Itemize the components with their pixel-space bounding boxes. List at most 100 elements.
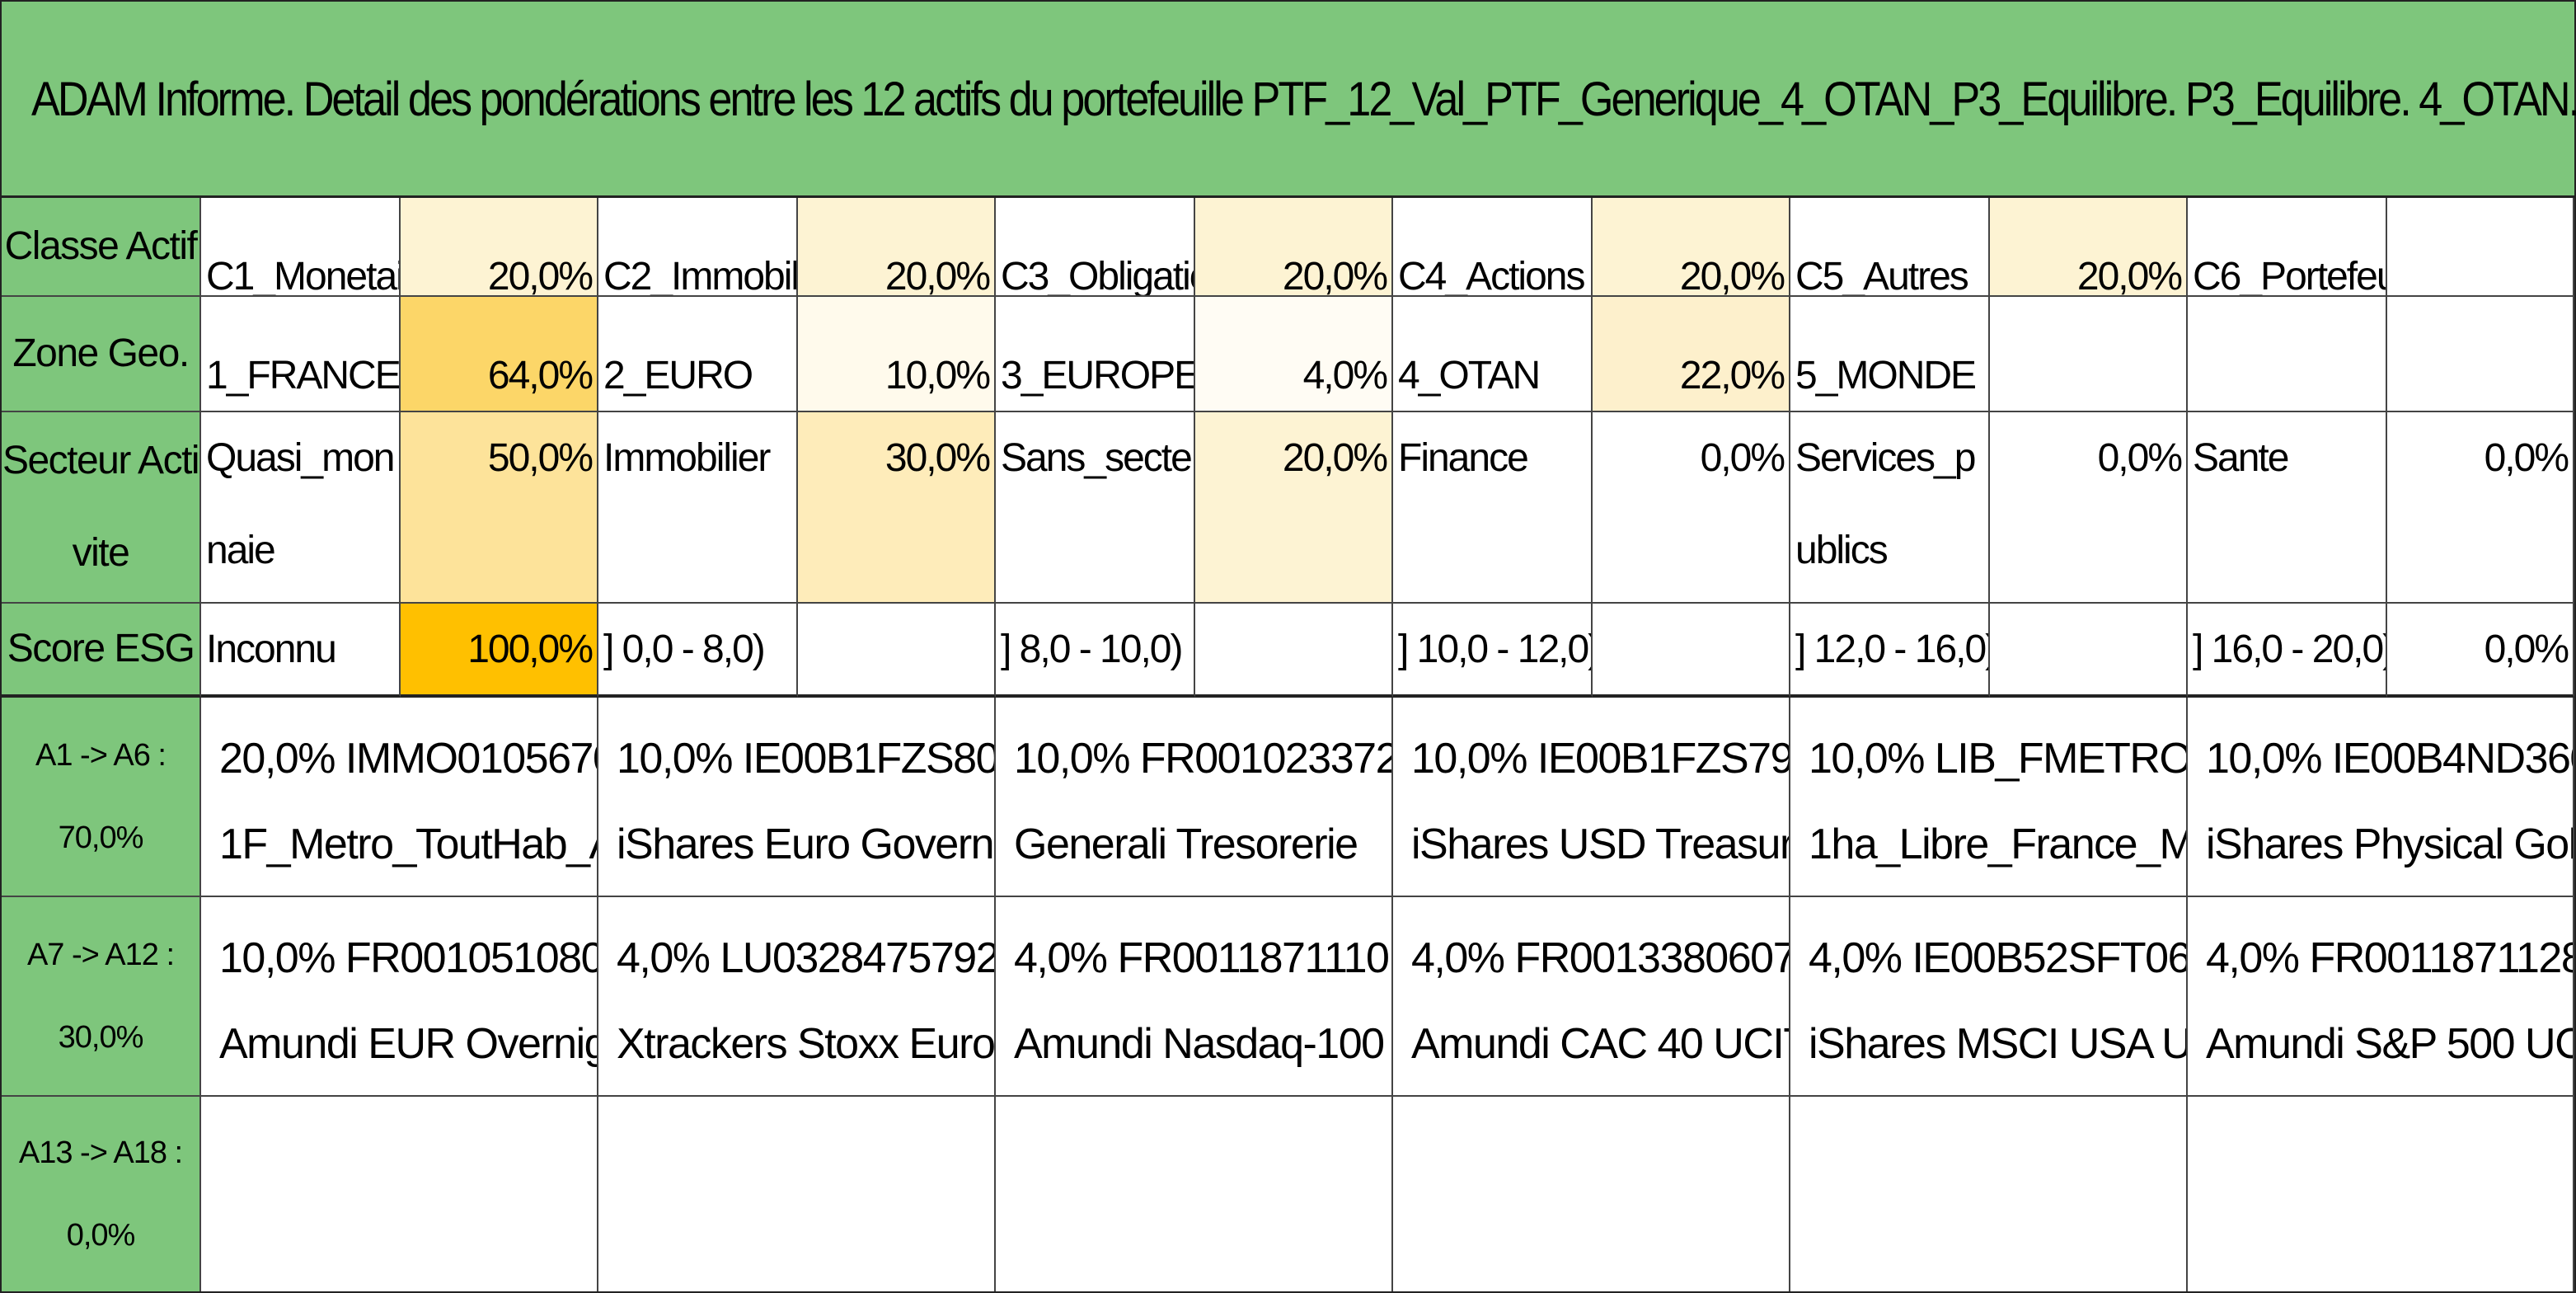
- asset-cell: [598, 1097, 996, 1291]
- asset-cell: [1790, 1097, 2188, 1291]
- asset-cell: 4,0% FR0011871110 Amundi Nasdaq-100 UC: [996, 897, 1393, 1097]
- asset-cell: 10,0% FR0010233726 Generali Tresorerie: [996, 698, 1393, 897]
- cell-value: [798, 604, 996, 698]
- asset-cell: [201, 1097, 598, 1291]
- cell-label: 2_EURO: [598, 297, 798, 412]
- cell-label: 5_MONDE: [1790, 297, 1990, 412]
- asset-name: iShares USD Treasury: [1411, 820, 1790, 868]
- asset-name: Amundi CAC 40 UCITS: [1411, 1020, 1789, 1068]
- asset-weight-isin: 10,0% FR0010510800: [219, 934, 598, 982]
- asset-weight-isin: 4,0% IE00B52SFT06: [1809, 934, 2188, 982]
- cell-value: [1195, 604, 1393, 698]
- asset-group-weight: 70,0%: [58, 820, 144, 855]
- cell-label: C4_Actions: [1393, 198, 1593, 297]
- asset-name: Amundi EUR Overnight: [219, 1020, 598, 1068]
- cell-value: 20,0%: [401, 198, 598, 297]
- cell-value: 50,0%: [401, 412, 598, 604]
- cell-value: 20,0%: [1195, 198, 1393, 297]
- cell-value: [1593, 604, 1790, 698]
- cell-value: 30,0%: [798, 412, 996, 604]
- asset-weight-isin: 4,0% FR0011871128: [2206, 934, 2574, 982]
- cell-label: Immobilier: [598, 412, 798, 604]
- asset-group-range: A13 -> A18 :: [18, 1135, 183, 1170]
- asset-cell: 4,0% FR0013380607 Amundi CAC 40 UCITS: [1393, 897, 1790, 1097]
- cell-value: 0,0%: [2387, 412, 2574, 604]
- report-title: ADAM Informe. Detail des pondérations en…: [31, 73, 2576, 126]
- asset-name: iShares Euro Governm: [617, 820, 996, 868]
- cell-label: [2188, 297, 2387, 412]
- cell-label: Quasi_monnaie: [201, 412, 401, 604]
- asset-name: iShares Physical Gol: [2206, 820, 2574, 868]
- asset-cell: 4,0% IE00B52SFT06 iShares MSCI USA UCI: [1790, 897, 2188, 1097]
- asset-cell: [996, 1097, 1393, 1291]
- asset-group-header: A1 -> A6 : 70,0%: [2, 698, 201, 897]
- row-header-score-esg: Score ESG: [2, 604, 201, 698]
- asset-cell: [2188, 1097, 2574, 1291]
- asset-weight-isin: 4,0% FR0013380607: [1411, 934, 1790, 982]
- cell-value: [1990, 297, 2188, 412]
- asset-cell: 10,0% FR0010510800 Amundi EUR Overnight: [201, 897, 598, 1097]
- cell-value: 100,0%: [401, 604, 598, 698]
- asset-name: Amundi S&P 500 UCITS: [2206, 1020, 2573, 1068]
- asset-group-range: A1 -> A6 :: [35, 738, 167, 773]
- asset-cell: 10,0% IE00B4ND3602 iShares Physical Gol: [2188, 698, 2574, 897]
- cell-label: Finance: [1393, 412, 1593, 604]
- cell-label: 1_FRANCE: [201, 297, 401, 412]
- asset-weight-isin: 10,0% IE00B1FZS806: [617, 735, 996, 783]
- cell-value: 22,0%: [1593, 297, 1790, 412]
- asset-group-header: A13 -> A18 : 0,0%: [2, 1097, 201, 1291]
- cell-value: 0,0%: [2387, 604, 2574, 698]
- cell-label: 3_EUROPE: [996, 297, 1195, 412]
- asset-weight-isin: 10,0% FR0010233726: [1014, 735, 1393, 783]
- cell-value: 0,0%: [1990, 412, 2188, 604]
- cell-label: ] 16,0 - 20,0): [2188, 604, 2387, 698]
- asset-name: iShares MSCI USA UCI: [1809, 1020, 2186, 1068]
- asset-group-weight: 30,0%: [58, 1020, 144, 1055]
- cell-value: 64,0%: [401, 297, 598, 412]
- cell-label: Services_publics: [1790, 412, 1990, 604]
- row-header-zone-geo: Zone Geo.: [2, 297, 201, 412]
- asset-weight-isin: 10,0% IE00B4ND3602: [2206, 735, 2574, 783]
- cell-label: Inconnu: [201, 604, 401, 698]
- asset-weight-isin: 20,0% IMMO010567059: [219, 735, 597, 783]
- cell-value: [1990, 604, 2188, 698]
- cell-value: 20,0%: [1195, 412, 1393, 604]
- cell-label: C3_Obligations: [996, 198, 1195, 297]
- asset-group-weight: 0,0%: [66, 1218, 136, 1253]
- asset-name: Xtrackers Stoxx Euro: [617, 1020, 995, 1068]
- asset-cell: 4,0% FR0011871128 Amundi S&P 500 UCITS: [2188, 897, 2574, 1097]
- asset-cell: 10,0% IE00B1FZS806 iShares Euro Governm: [598, 698, 996, 897]
- cell-value: 20,0%: [1990, 198, 2188, 297]
- cell-label: ] 8,0 - 10,0): [996, 604, 1195, 698]
- cell-label: C1_Monetaire: [201, 198, 401, 297]
- asset-group-header: A7 -> A12 : 30,0%: [2, 897, 201, 1097]
- asset-weight-isin: 4,0% LU0328475792: [617, 934, 996, 982]
- title-bar: ADAM Informe. Detail des pondérations en…: [2, 2, 2576, 198]
- cell-value: [2387, 297, 2574, 412]
- cell-label: ] 10,0 - 12,0): [1393, 604, 1593, 698]
- cell-label: Sante: [2188, 412, 2387, 604]
- asset-weight-isin: 4,0% FR0011871110: [1014, 934, 1390, 982]
- asset-name: 1ha_Libre_France_Met: [1809, 820, 2188, 868]
- cell-value: 20,0%: [798, 198, 996, 297]
- cell-label: C6_Portefeuille: [2188, 198, 2387, 297]
- asset-name: Generali Tresorerie: [1014, 820, 1358, 868]
- cell-label: Sans_secteur: [996, 412, 1195, 604]
- cell-value: 20,0%: [1593, 198, 1790, 297]
- asset-name: Amundi Nasdaq-100 UC: [1014, 1020, 1391, 1068]
- asset-weight-isin: 10,0% LIB_FMETRO: [1809, 735, 2188, 783]
- asset-cell: 20,0% IMMO010567059 1F_Metro_ToutHab_Anc: [201, 698, 598, 897]
- asset-group-range: A7 -> A12 :: [26, 938, 175, 972]
- row-header-classe-actif: Classe Actif: [2, 198, 201, 297]
- cell-label: C2_Immobilier: [598, 198, 798, 297]
- cell-label: 4_OTAN: [1393, 297, 1593, 412]
- cell-label: ] 0,0 - 8,0): [598, 604, 798, 698]
- asset-name: 1F_Metro_ToutHab_Anc: [219, 820, 597, 868]
- cell-value: [2387, 198, 2574, 297]
- row-header-secteur-activite: Secteur Activite: [2, 412, 201, 604]
- cell-value: 4,0%: [1195, 297, 1393, 412]
- cell-label: ] 12,0 - 16,0): [1790, 604, 1990, 698]
- asset-cell: 4,0% LU0328475792 Xtrackers Stoxx Euro: [598, 897, 996, 1097]
- asset-cell: 10,0% IE00B1FZS798 iShares USD Treasury: [1393, 698, 1790, 897]
